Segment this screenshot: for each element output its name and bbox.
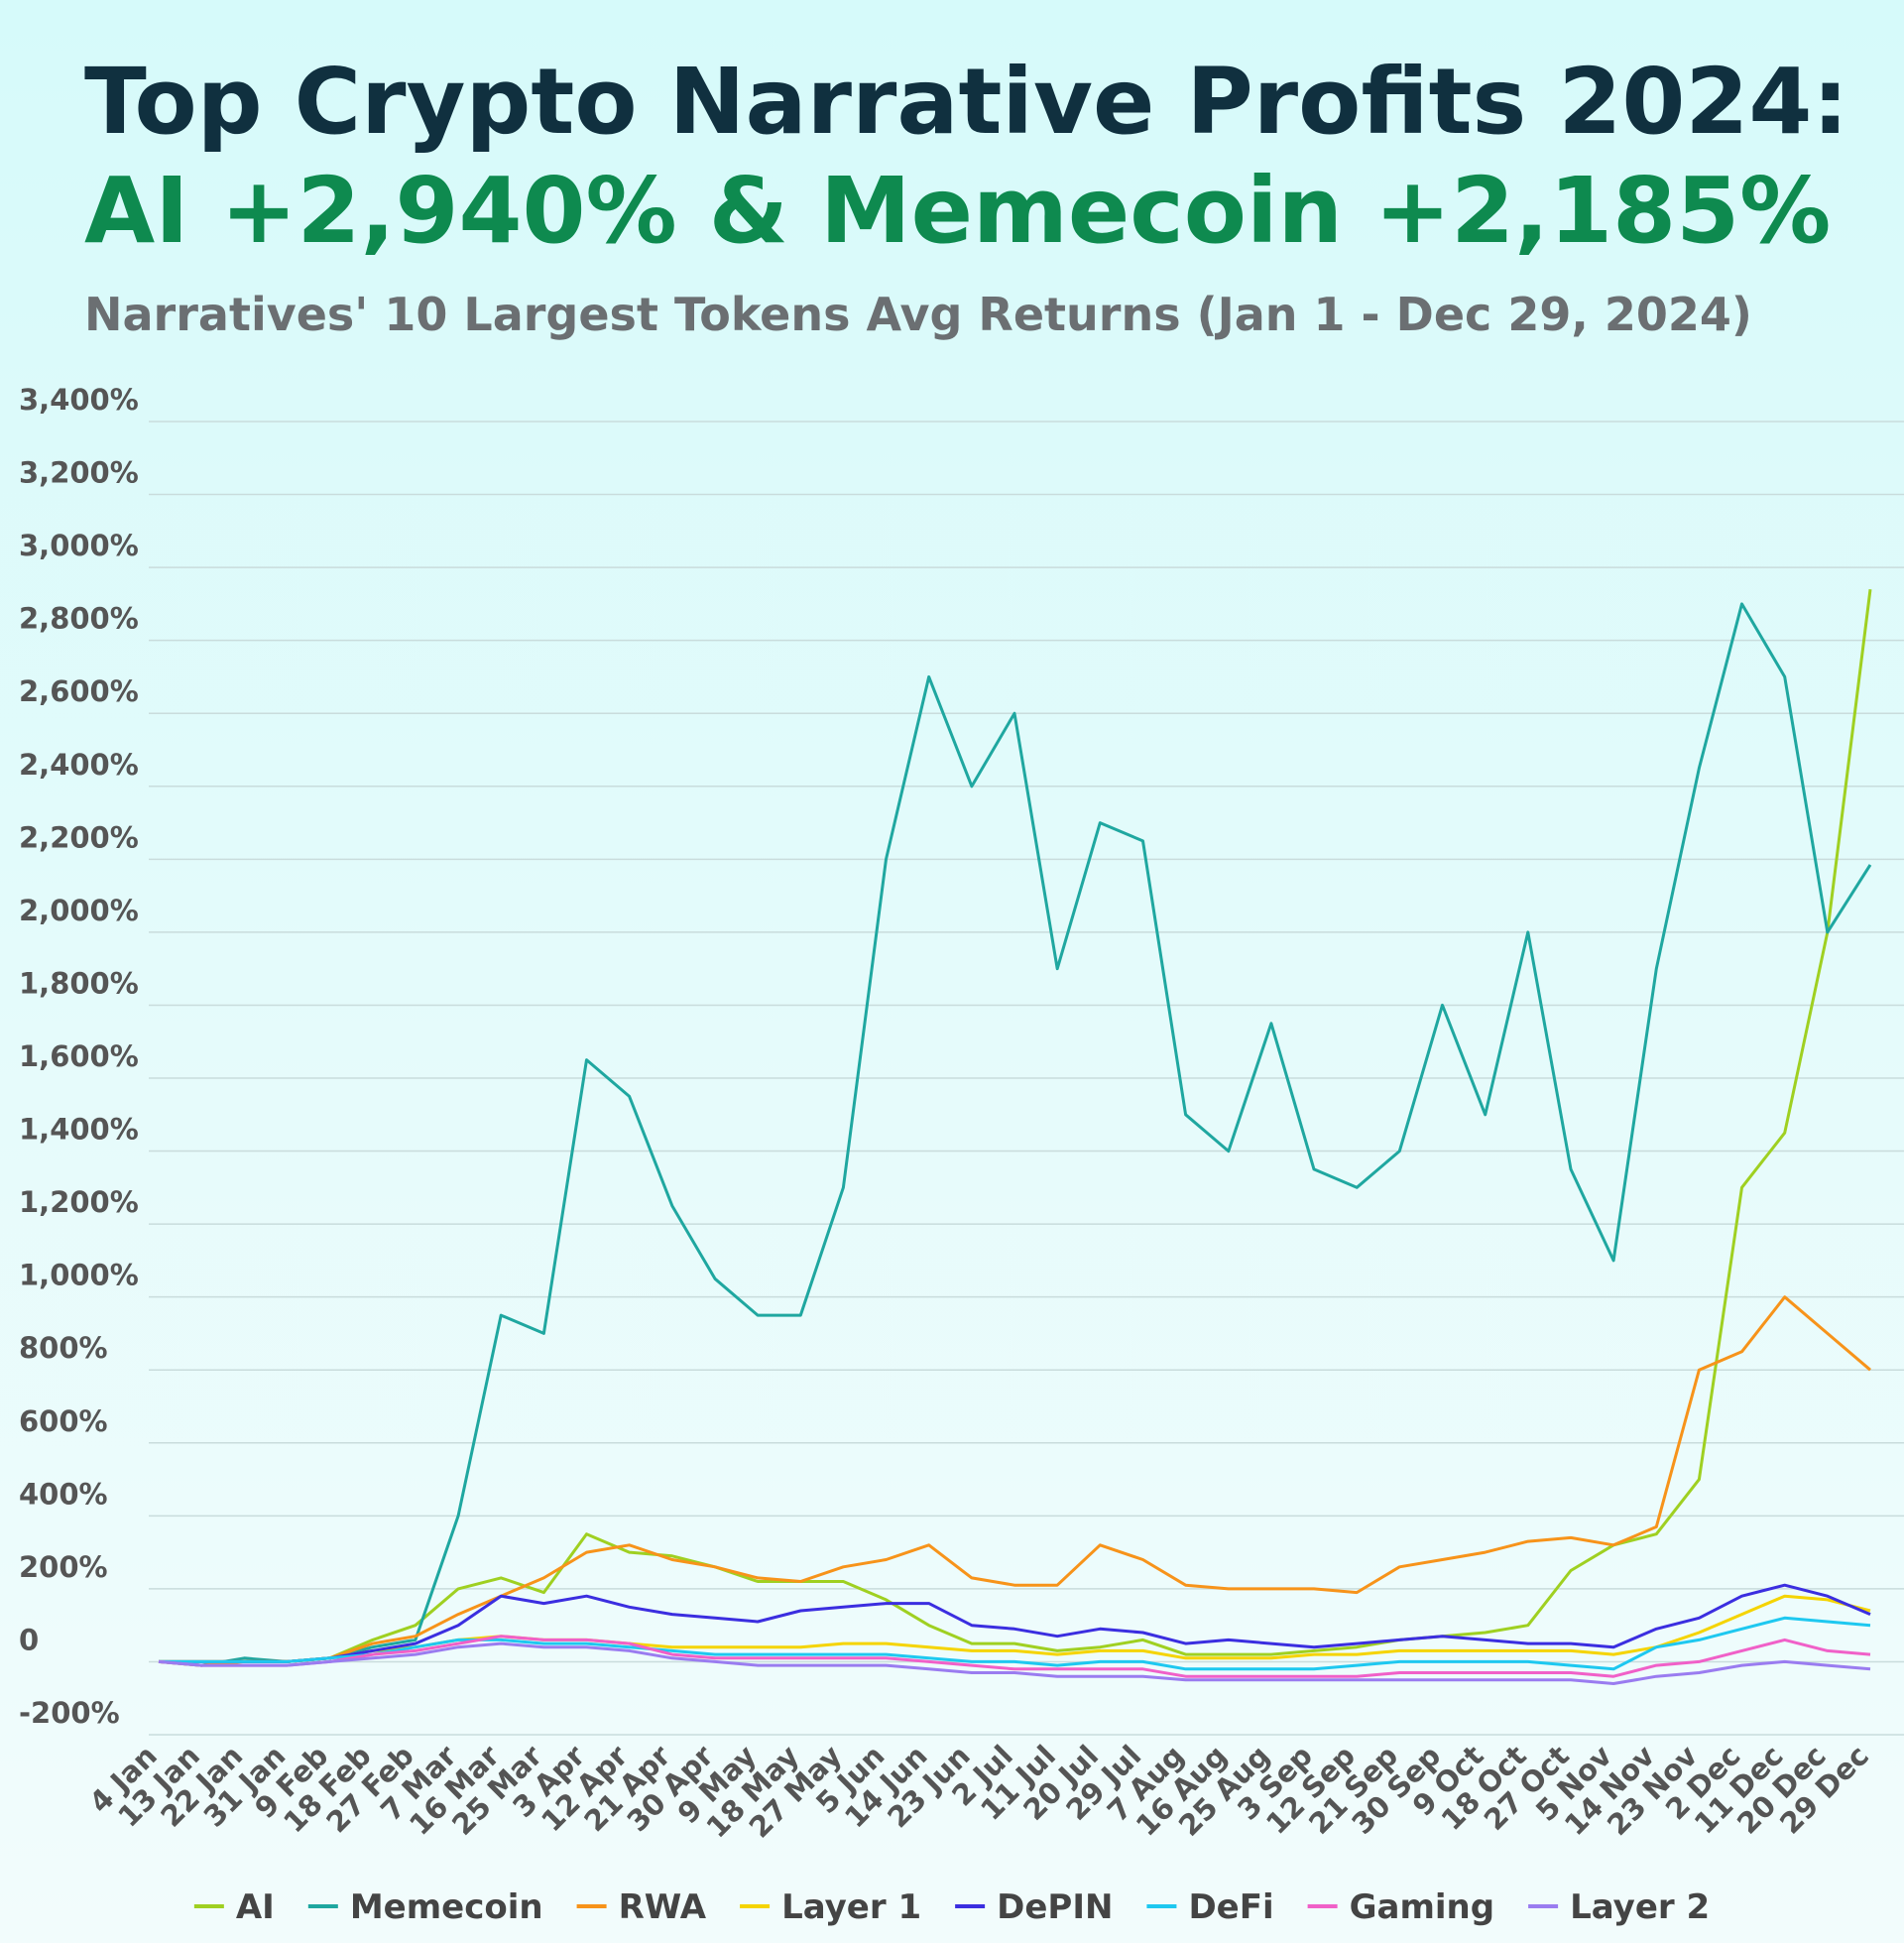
series-line: [159, 1583, 1871, 1663]
y-tick-label: 200%: [19, 1550, 108, 1584]
chart-title: Top Crypto Narrative Profits 2024:: [84, 49, 1848, 155]
series-line: [158, 1295, 1871, 1667]
chart-headline: AI +2,940% & Memecoin +2,185%: [84, 158, 1831, 264]
series-line: [158, 1635, 1871, 1678]
y-tick-label: 400%: [19, 1477, 108, 1511]
legend-label: RWA: [619, 1887, 707, 1927]
legend-label: DePIN: [997, 1887, 1113, 1927]
y-tick-label: 1,000%: [19, 1259, 139, 1292]
legend-label: Memecoin: [350, 1887, 543, 1927]
legend-label: AI: [236, 1887, 275, 1927]
y-tick-label: 2,600%: [19, 674, 139, 708]
legend-label: DeFi: [1188, 1887, 1273, 1927]
y-tick-label: 1,600%: [19, 1039, 139, 1073]
y-tick-label: 2,800%: [19, 602, 139, 636]
legend-label: Layer 2: [1570, 1887, 1710, 1927]
y-tick-label: 800%: [19, 1331, 108, 1365]
series-line: [158, 602, 1872, 1667]
y-tick-label: 2,200%: [19, 820, 139, 854]
y-tick-label: 1,400%: [19, 1113, 139, 1147]
legend-label: Layer 1: [781, 1887, 921, 1927]
legend-label: Gaming: [1350, 1887, 1494, 1927]
y-tick-label: 1,800%: [19, 966, 139, 1000]
series-line: [159, 589, 1872, 1663]
legend: AI Memecoin RWA Layer 1 DePIN DeFi Gaming Layer…: [193, 1887, 1710, 1927]
y-tick-label: 3,000%: [19, 529, 139, 562]
y-tick-label: 2,400%: [19, 748, 139, 782]
series-line: [159, 1616, 1871, 1671]
chart-subtitle: Narratives' 10 Largest Tokens Avg Return…: [84, 288, 1752, 341]
y-tick-label: 0: [19, 1623, 39, 1656]
y-tick-label: 3,200%: [19, 456, 139, 490]
y-tick-label: 3,400%: [19, 383, 139, 417]
y-tick-label: 2,000%: [19, 894, 139, 927]
series-line: [158, 1641, 1871, 1685]
y-tick-label: 600%: [19, 1404, 108, 1438]
y-tick-label: -200%: [19, 1696, 120, 1730]
y-tick-label: 1,200%: [19, 1185, 139, 1219]
